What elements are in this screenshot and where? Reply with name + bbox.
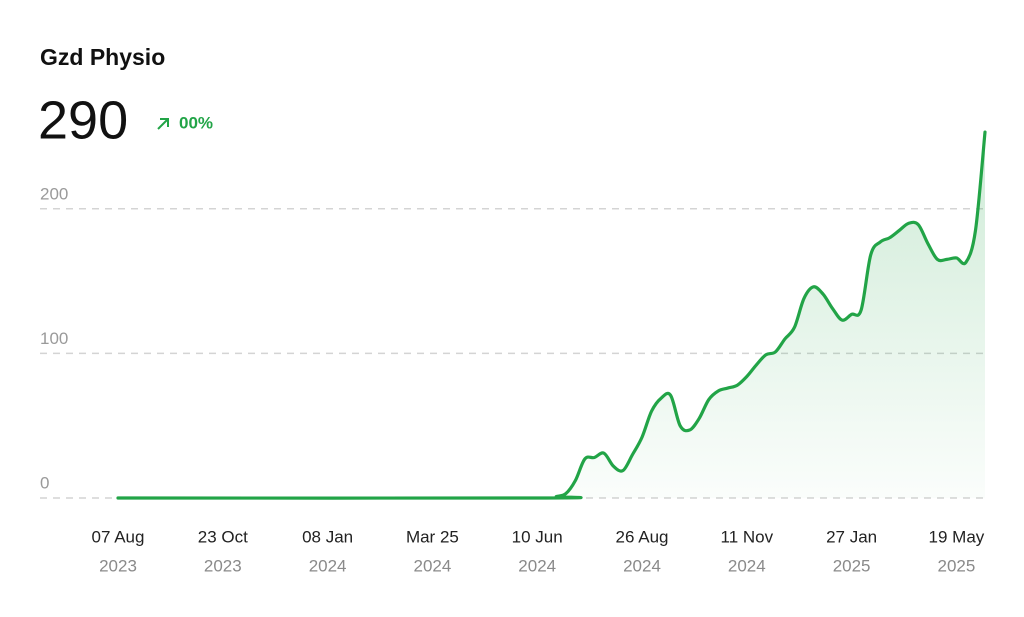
change-label: 00% [179,113,213,132]
x-tick-year: 2023 [99,556,137,575]
change-arrow [157,118,169,130]
chart-title: Gzd Physio [40,44,165,70]
area-fill [118,132,985,499]
y-tick-label: 100 [40,329,68,348]
line [116,130,987,500]
x-tick-year: 2023 [204,556,242,575]
x-tick-label: Mar 25 [406,527,459,546]
x-tick-year: 2024 [518,556,556,575]
x-tick-label: 08 Jan [302,527,353,546]
x-tick-year: 2024 [728,556,766,575]
x-tick-label: 26 Aug [616,527,669,546]
x-tick-label: 19 May [929,527,985,546]
x-tick-label: 27 Jan [826,527,877,546]
x-tick-year: 2024 [623,556,661,575]
x-tick-label: 23 Oct [198,527,248,546]
headline-value: 290 [38,90,128,150]
y-tick-label: 200 [40,184,68,203]
x-tick-label: 07 Aug [92,527,145,546]
x-tick-year: 2025 [833,556,871,575]
x-tick-year: 2024 [413,556,451,575]
x-tick-label: 11 Nov [721,527,774,546]
y-tick-label: 0 [40,473,49,492]
x-tick-label: 10 Jun [512,527,563,546]
x-tick-year: 2024 [309,556,347,575]
x-tick-year: 2025 [938,556,976,575]
